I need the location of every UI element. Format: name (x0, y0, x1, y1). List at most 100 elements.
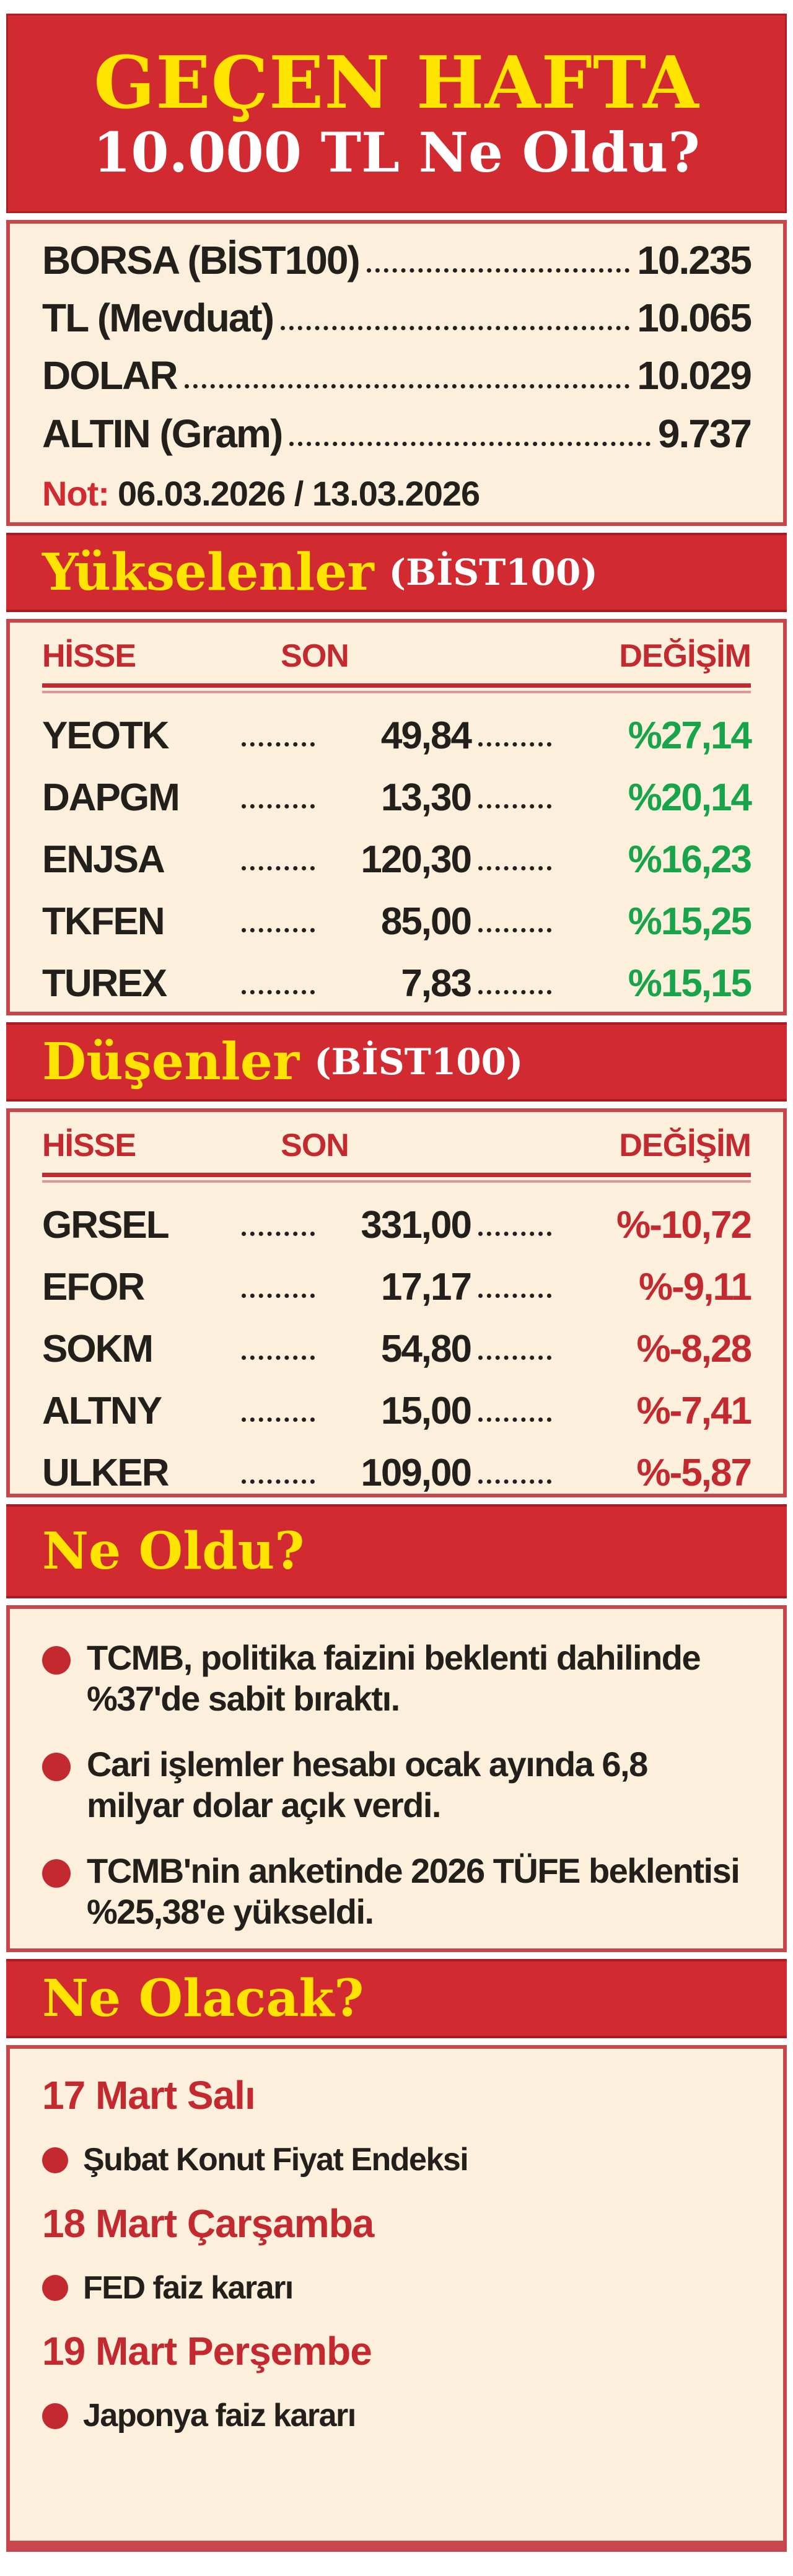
leader-dots (242, 742, 315, 747)
gainers-title: Yükselenler (42, 543, 374, 602)
bullet-dot-icon (42, 2275, 68, 2302)
leader-dots (242, 1232, 315, 1236)
leader-dots (242, 804, 315, 808)
ticker-cell: TUREX (42, 962, 167, 1005)
section-bar-gainers: Yükselenler (BİST100) (6, 533, 787, 612)
section-bar-what-happened: Ne Oldu? (6, 1504, 787, 1598)
last-cell: 15,00 (380, 1390, 472, 1432)
ticker-cell: YEOTK (42, 714, 170, 757)
column-header-hisse: HİSSE (42, 638, 136, 674)
news-item: TCMB, politika faizini beklenti dahilind… (42, 1637, 751, 1719)
change-cell: %-9,11 (638, 1266, 752, 1308)
event-row: Şubat Konut Fiyat Endeksi (42, 2141, 751, 2179)
change-cell: %-5,87 (636, 1452, 752, 1494)
leader-dots (478, 1356, 551, 1360)
last-cell: 120,30 (361, 838, 472, 881)
header-underline (42, 1173, 751, 1177)
change-cell: %27,14 (628, 714, 752, 757)
stock-row: GRSEL 331,00 %-10,72 (42, 1204, 752, 1246)
leader-dots (184, 383, 630, 388)
summary-row: DOLAR 10.029 (42, 353, 752, 398)
bullet-dot-icon (42, 2403, 68, 2429)
stock-row: TUREX 7,83 %15,15 (42, 962, 752, 1005)
summary-value: 10.235 (637, 238, 752, 283)
ticker-cell: TKFEN (42, 900, 165, 943)
change-cell: %15,15 (628, 962, 752, 1005)
note-dates: 06.03.2026 / 13.03.2026 (117, 473, 480, 513)
last-cell: 7,83 (401, 962, 472, 1005)
last-cell: 85,00 (380, 900, 472, 943)
leader-dots (478, 1417, 551, 1422)
change-cell: %15,25 (628, 900, 752, 943)
stock-row: ULKER 109,00 %-5,87 (42, 1452, 752, 1494)
day-heading: 18 Mart Çarşamba (42, 2201, 374, 2246)
last-cell: 109,00 (361, 1452, 472, 1494)
summary-label: ALTIN (Gram) (42, 411, 283, 456)
stock-row: DAPGM 13,30 %20,14 (42, 779, 752, 817)
masthead-subtitle: 10.000 TL Ne Oldu? (93, 120, 700, 185)
leader-dots (478, 742, 551, 747)
bullet-dot-icon (42, 1646, 71, 1675)
leader-dots (478, 928, 551, 932)
news-text: Cari işlemler hesabı ocak ayında 6,8 mil… (87, 1745, 648, 1825)
ticker-cell: GRSEL (42, 1204, 170, 1246)
bullet-dot-icon (42, 1859, 71, 1888)
summary-row: ALTIN (Gram) 9.737 (42, 411, 752, 456)
masthead: GEÇEN HAFTA 10.000 TL Ne Oldu? (6, 14, 787, 213)
last-cell: 17,17 (380, 1266, 472, 1308)
leader-dots (242, 1294, 315, 1298)
summary-row: BORSA (BİST100) 10.235 (42, 238, 752, 283)
stock-row: TKFEN 85,00 %15,25 (42, 900, 752, 943)
ticker-cell: ALTNY (42, 1390, 162, 1432)
ticker-cell: EFOR (42, 1266, 145, 1308)
what-next-title: Ne Olacak? (42, 1969, 364, 2028)
summary-box: BORSA (BİST100) 10.235 TL (Mevduat) 10.0… (6, 220, 787, 526)
news-item: Cari işlemler hesabı ocak ayında 6,8 mil… (42, 1744, 751, 1826)
news-text: TCMB'nin anketinde 2026 TÜFE beklentisi … (87, 1851, 740, 1932)
summary-row: TL (Mevduat) 10.065 (42, 296, 752, 341)
last-cell: 54,80 (380, 1328, 472, 1370)
event-text: Japonya faiz kararı (83, 2398, 356, 2434)
event-row: FED faiz kararı (42, 2269, 751, 2307)
section-bar-what-next: Ne Olacak? (6, 1959, 787, 2038)
leader-dots (242, 990, 315, 994)
summary-value: 10.065 (637, 296, 752, 341)
leader-dots (242, 866, 315, 870)
leader-dots (242, 1417, 315, 1422)
news-item: TCMB'nin anketinde 2026 TÜFE beklentisi … (42, 1851, 751, 1932)
gainers-subtitle: (BİST100) (388, 551, 598, 594)
stock-row: YEOTK 49,84 %27,14 (42, 714, 752, 757)
table-header-row: HİSSE SON DEĞİŞİM (42, 1127, 751, 1164)
leader-dots (242, 1479, 315, 1484)
column-header-son: SON (281, 1128, 349, 1163)
bullet-dot-icon (42, 2147, 68, 2173)
summary-value: 10.029 (637, 353, 752, 398)
last-cell: 49,84 (380, 714, 472, 757)
change-cell: %16,23 (628, 838, 752, 881)
section-bar-losers: Düşenler (BİST100) (6, 1022, 787, 1102)
leader-dots (242, 1356, 315, 1360)
change-cell: %-8,28 (636, 1328, 752, 1370)
ticker-cell: SOKM (42, 1328, 154, 1370)
bullet-dot-icon (42, 1753, 71, 1782)
header-underline-thin (42, 1180, 751, 1183)
day-heading: 17 Mart Salı (42, 2073, 256, 2118)
ticker-cell: ENJSA (42, 838, 165, 881)
leader-dots (478, 990, 551, 994)
table-header-row: HİSSE SON DEĞİŞİM (42, 637, 751, 675)
stock-row: ALTNY 15,00 %-7,41 (42, 1390, 752, 1432)
column-header-son: SON (281, 638, 349, 674)
event-text: Şubat Konut Fiyat Endeksi (83, 2142, 469, 2178)
leader-dots (289, 441, 651, 446)
stock-row: ENJSA 120,30 %16,23 (42, 838, 752, 881)
what-happened-title: Ne Oldu? (42, 1522, 305, 1581)
leader-dots (478, 1232, 551, 1236)
losers-title: Düşenler (42, 1032, 300, 1092)
masthead-title: GEÇEN HAFTA (94, 41, 699, 125)
change-cell: %-10,72 (616, 1204, 752, 1246)
event-row: Japonya faiz kararı (42, 2397, 751, 2435)
change-cell: %-7,41 (636, 1390, 752, 1432)
news-text: TCMB, politika faizini beklenti dahilind… (87, 1638, 701, 1719)
leader-dots (478, 1294, 551, 1298)
